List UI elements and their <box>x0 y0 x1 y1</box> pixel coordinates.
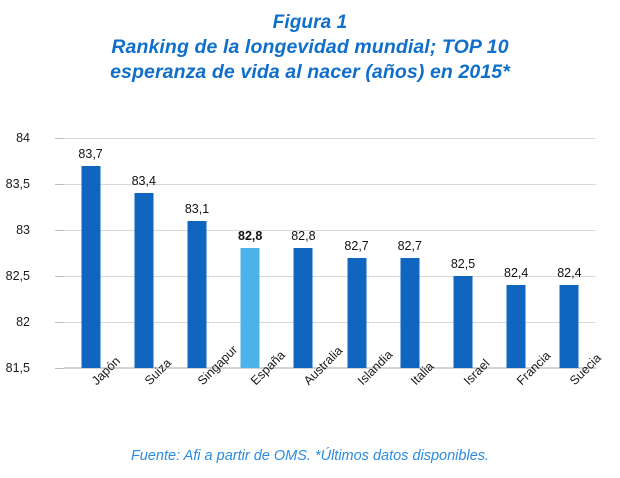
chart-title: Figura 1 Ranking de la longevidad mundia… <box>0 10 620 85</box>
category-slot: Israel <box>436 356 493 432</box>
plot-area: 84 83,5 83 82,5 82 81,5 <box>6 132 596 374</box>
bar-group[interactable]: 82,5 <box>436 138 489 368</box>
category-slot: Suiza <box>117 356 174 432</box>
category-slot: Italia <box>383 359 437 432</box>
category-slot: Singapur <box>170 343 240 432</box>
y-axis-label: 83,5 <box>5 177 30 191</box>
gridline <box>64 230 596 231</box>
bar-value-label: 82,4 <box>557 266 582 281</box>
bar-group[interactable]: 82,4 <box>543 138 596 368</box>
category-slot: Islandia <box>330 348 395 432</box>
y-axis-tick <box>55 184 64 185</box>
bar-singapur[interactable] <box>187 220 207 368</box>
bar-value-label: 83,7 <box>78 146 103 161</box>
y-axis-label: 82,5 <box>5 269 30 283</box>
category-axis: Japón Suiza Singapur España Australia Islandi… <box>64 343 605 432</box>
y-axis-tick <box>55 138 64 139</box>
bar-value-label: 82,7 <box>397 238 422 253</box>
y-axis-label: 84 <box>16 131 30 145</box>
bar-value-label: 82,4 <box>504 266 529 281</box>
source-note: Fuente: Afi a partir de OMS. *Últimos da… <box>130 448 490 464</box>
y-axis-tick <box>55 368 64 369</box>
bar-value-label: 82,8 <box>291 229 316 244</box>
bar-group[interactable]: 82,8 <box>277 138 330 368</box>
title-line-1: Figura 1 <box>272 12 348 33</box>
category-slot: España <box>224 348 288 432</box>
y-axis-tick <box>55 322 64 323</box>
bar-suiza[interactable] <box>134 193 154 368</box>
bar-islandia[interactable] <box>347 257 367 368</box>
bar-group[interactable]: 82,7 <box>330 138 383 368</box>
plot-wrapper: 84 83,5 83 82,5 82 81,5 83,7 83,4 83,1 82,8 82,8 8… <box>0 128 620 438</box>
gridline <box>64 322 596 323</box>
bar-value-label: 83,4 <box>131 174 156 189</box>
bar-group[interactable]: 83,7 <box>64 138 117 368</box>
bar-jap-n[interactable] <box>81 165 101 368</box>
bar-italia[interactable] <box>400 257 420 368</box>
bar-suecia[interactable] <box>559 285 579 368</box>
bar-group[interactable]: 82,8 <box>224 138 277 368</box>
y-axis-tick <box>55 230 64 231</box>
bar-group[interactable]: 82,4 <box>490 138 543 368</box>
bar-israel[interactable] <box>453 276 473 368</box>
y-axis-tick <box>55 276 64 277</box>
gridline <box>64 367 596 369</box>
gridline <box>64 184 596 185</box>
y-axis-label: 81,5 <box>5 361 30 375</box>
bar-group[interactable]: 82,7 <box>383 138 436 368</box>
category-slot: Francia <box>490 349 553 432</box>
bar-value-label: 83,1 <box>184 201 210 216</box>
category-slot: Suecia <box>543 351 604 432</box>
bar-group[interactable]: 83,1 <box>170 138 223 368</box>
bar-value-label: 82,7 <box>344 238 369 253</box>
y-axis-label: 82 <box>16 315 30 329</box>
bar-value-label: 82,5 <box>450 257 476 271</box>
bar-espa-a[interactable] <box>240 248 260 368</box>
gridline <box>64 138 596 139</box>
category-slot: Japón <box>64 354 123 432</box>
title-line-3: esperanza de vida al nacer (años) en 201… <box>110 61 510 83</box>
gridline <box>64 276 596 277</box>
category-slot: Australia <box>277 344 345 432</box>
bar-group[interactable]: 83,4 <box>117 138 170 368</box>
y-axis-label: 83 <box>16 223 30 237</box>
bars-layer: 83,7 83,4 83,1 82,8 82,8 82,7 82,7 82,5 82,4 82,4 <box>64 138 596 368</box>
bar-value-label: 82,8 <box>238 229 263 244</box>
title-line-2: Ranking de la longevidad mundial; TOP 10 <box>111 36 509 58</box>
bar-francia[interactable] <box>506 285 526 368</box>
bar-australia[interactable] <box>293 248 313 368</box>
